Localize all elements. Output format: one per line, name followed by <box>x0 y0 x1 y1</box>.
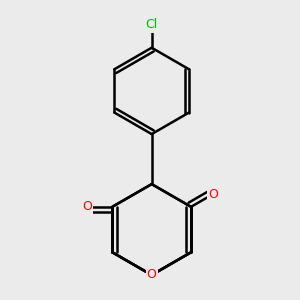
Text: O: O <box>82 200 92 213</box>
Text: O: O <box>147 268 157 281</box>
Text: O: O <box>208 188 218 201</box>
Text: Cl: Cl <box>146 19 158 32</box>
